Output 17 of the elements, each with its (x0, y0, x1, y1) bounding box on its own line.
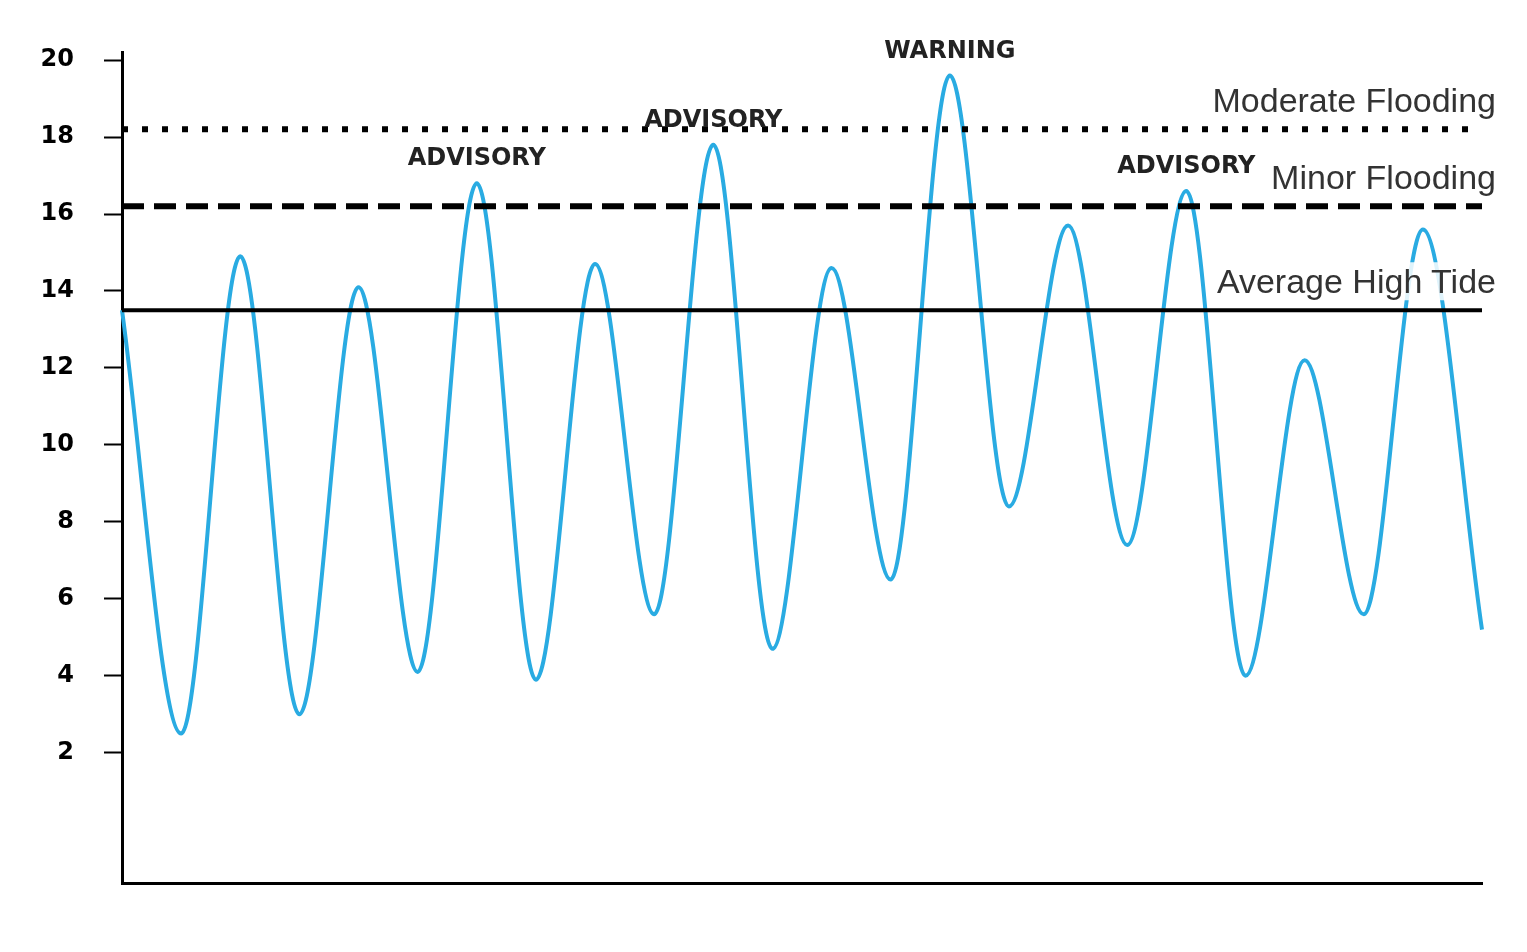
y-tick-label: 8 (57, 506, 74, 535)
y-tick-label: 20 (40, 44, 74, 73)
y-tick-label: 6 (57, 583, 74, 612)
ref-line-label: Average High Tide (1216, 261, 1496, 300)
y-tick-label: 14 (40, 275, 74, 304)
y-tick-label: 12 (40, 352, 74, 381)
ref-line-label: Moderate Flooding (1212, 80, 1496, 119)
ref-line-label: Minor Flooding (1271, 157, 1496, 196)
y-tick-label: 16 (40, 198, 74, 227)
annotation: WARNING (884, 35, 1016, 64)
annotation: ADVISORY (407, 143, 547, 172)
annotation: ADVISORY (644, 104, 784, 133)
y-tick-label: 18 (40, 121, 74, 150)
y-tick-label: 2 (57, 737, 74, 765)
y-tick-label: 10 (40, 429, 74, 458)
annotation: ADVISORY (1117, 151, 1257, 180)
y-tick-label: 4 (57, 660, 74, 689)
